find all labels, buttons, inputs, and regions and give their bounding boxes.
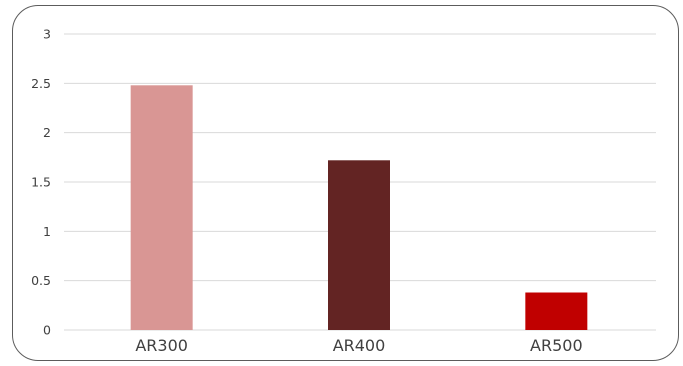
bar-ar400	[328, 160, 390, 330]
bar-ar500	[525, 292, 588, 330]
x-category-label: AR400	[333, 336, 386, 355]
x-category-label: AR500	[530, 336, 583, 355]
bars	[130, 85, 588, 330]
y-tick-label: 1	[43, 224, 51, 239]
x-axis-category-labels: AR300 AR400 AR500	[135, 336, 582, 355]
y-tick-label: 1.5	[31, 175, 51, 190]
y-tick-label: 2	[43, 125, 51, 140]
x-category-label: AR300	[135, 336, 188, 355]
y-axis-tick-labels: 0 0.5 1 1.5 2 2.5 3	[31, 27, 51, 338]
bar-ar300	[130, 85, 193, 330]
y-tick-label: 0	[43, 323, 51, 338]
y-tick-label: 2.5	[31, 76, 51, 91]
y-tick-label: 0.5	[31, 273, 51, 288]
y-tick-label: 3	[43, 27, 51, 42]
